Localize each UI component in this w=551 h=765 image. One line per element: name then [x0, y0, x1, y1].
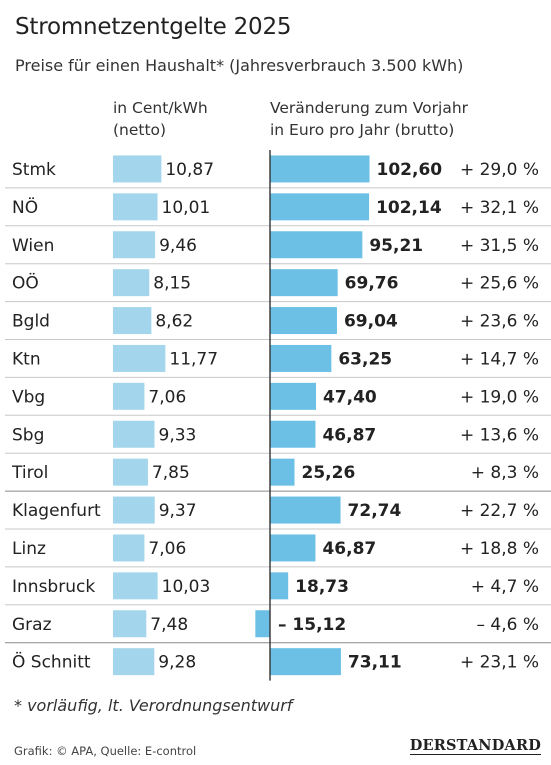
- change-value-label: 25,26: [302, 463, 356, 483]
- category-label: Linz: [12, 539, 46, 559]
- change-value-label: 95,21: [369, 236, 423, 256]
- change-bar: [270, 231, 363, 259]
- price-bar: [113, 269, 150, 297]
- change-bar: [270, 648, 341, 676]
- change-bar: [270, 193, 370, 221]
- category-label: Wien: [12, 236, 54, 256]
- price-value-label: 10,87: [165, 160, 214, 180]
- price-value-label: 7,06: [148, 539, 186, 559]
- price-value-label: 7,85: [152, 463, 190, 483]
- change-bar: [270, 534, 316, 562]
- change-bar: [270, 458, 295, 486]
- chart-title: Stromnetzentgelte 2025: [15, 14, 292, 40]
- category-label: Bgld: [12, 312, 50, 332]
- change-percent-label: – 4,6 %: [477, 615, 540, 635]
- publisher-logo: DERSTANDARD: [409, 737, 541, 755]
- price-bar: [113, 420, 155, 448]
- category-label: NÖ: [12, 196, 38, 218]
- chart-subtitle: Preise für einen Haushalt* (Jahresverbra…: [15, 56, 464, 75]
- price-bar: [113, 648, 155, 676]
- change-value-label: 73,11: [348, 653, 402, 673]
- change-value-label: – 15,12: [278, 615, 346, 635]
- category-label: Sbg: [12, 425, 44, 445]
- price-column-header-line-1: in Cent/kWh: [113, 99, 208, 117]
- change-bar: [270, 307, 337, 335]
- price-value-label: 9,37: [159, 501, 197, 521]
- change-bar: [270, 344, 332, 372]
- price-value-label: 7,48: [150, 615, 188, 635]
- price-bar: [113, 193, 158, 221]
- category-label: OÖ: [12, 272, 39, 294]
- price-value-label: 8,15: [153, 274, 191, 294]
- price-bar: [113, 610, 147, 638]
- change-percent-label: + 29,0 %: [460, 160, 539, 180]
- change-percent-label: + 19,0 %: [460, 387, 539, 407]
- category-label: Ö Schnitt: [12, 651, 91, 673]
- price-bar: [113, 231, 156, 259]
- price-value-label: 11,77: [169, 349, 218, 369]
- change-percent-label: + 14,7 %: [460, 349, 539, 369]
- price-bar: [113, 155, 162, 183]
- category-label: Tirol: [11, 463, 48, 483]
- change-column-header-line-1: Veränderung zum Vorjahr: [270, 99, 469, 117]
- price-bar: [113, 572, 158, 600]
- change-bar: [270, 420, 316, 448]
- change-value-label: 47,40: [323, 387, 377, 407]
- price-value-label: 10,01: [162, 198, 211, 218]
- change-bar: [270, 269, 338, 297]
- price-bar: [113, 534, 145, 562]
- category-label: Ktn: [12, 349, 41, 369]
- source-credit: Grafik: © APA, Quelle: E-control: [14, 744, 197, 758]
- change-percent-label: + 23,6 %: [460, 312, 539, 332]
- change-column-header-line-2: in Euro pro Jahr (brutto): [270, 121, 455, 139]
- price-bar: [113, 496, 155, 524]
- category-label: Vbg: [12, 387, 45, 407]
- change-value-label: 69,76: [345, 274, 399, 294]
- change-bar: [255, 610, 270, 638]
- change-value-label: 18,73: [295, 577, 349, 597]
- chart-area: Stmk 10,87 102,60 + 29,0 % NÖ 10,01 102,14 + 32…: [5, 150, 551, 681]
- change-percent-label: + 31,5 %: [460, 236, 539, 256]
- change-percent-label: + 22,7 %: [460, 501, 539, 521]
- change-percent-label: + 23,1 %: [460, 653, 539, 673]
- change-value-label: 46,87: [322, 425, 376, 445]
- price-bar: [113, 307, 152, 335]
- price-value-label: 10,03: [162, 577, 211, 597]
- price-value-label: 9,28: [158, 653, 196, 673]
- change-column-header: Veränderung zum Vorjahr in Euro pro Jahr…: [270, 97, 468, 141]
- change-percent-label: + 8,3 %: [471, 463, 539, 483]
- category-label: Klagenfurt: [12, 501, 101, 521]
- change-value-label: 102,14: [376, 198, 442, 218]
- change-value-label: 63,25: [338, 349, 392, 369]
- category-label: Graz: [12, 615, 52, 635]
- price-value-label: 9,33: [159, 425, 197, 445]
- change-value-label: 102,60: [377, 160, 443, 180]
- price-value-label: 7,06: [148, 387, 186, 407]
- change-value-label: 72,74: [348, 501, 402, 521]
- change-bar: [270, 382, 316, 410]
- change-bar: [270, 572, 289, 600]
- price-bar: [113, 344, 166, 372]
- category-label: Stmk: [12, 160, 56, 180]
- price-value-label: 9,46: [159, 236, 197, 256]
- change-percent-label: + 18,8 %: [460, 539, 539, 559]
- change-bar: [270, 496, 341, 524]
- price-bar: [113, 382, 145, 410]
- change-bar: [270, 155, 370, 183]
- footnote: * vorläufig, lt. Verordnungsentwurf: [14, 696, 293, 715]
- price-column-header-line-2: (netto): [113, 121, 167, 139]
- price-column-header: in Cent/kWh (netto): [113, 97, 208, 141]
- change-value-label: 46,87: [322, 539, 376, 559]
- change-percent-label: + 25,6 %: [460, 274, 539, 294]
- price-value-label: 8,62: [155, 312, 193, 332]
- price-bar: [113, 458, 148, 486]
- change-value-label: 69,04: [344, 312, 398, 332]
- change-percent-label: + 32,1 %: [460, 198, 539, 218]
- change-percent-label: + 13,6 %: [460, 425, 539, 445]
- change-percent-label: + 4,7 %: [471, 577, 539, 597]
- category-label: Innsbruck: [12, 577, 95, 597]
